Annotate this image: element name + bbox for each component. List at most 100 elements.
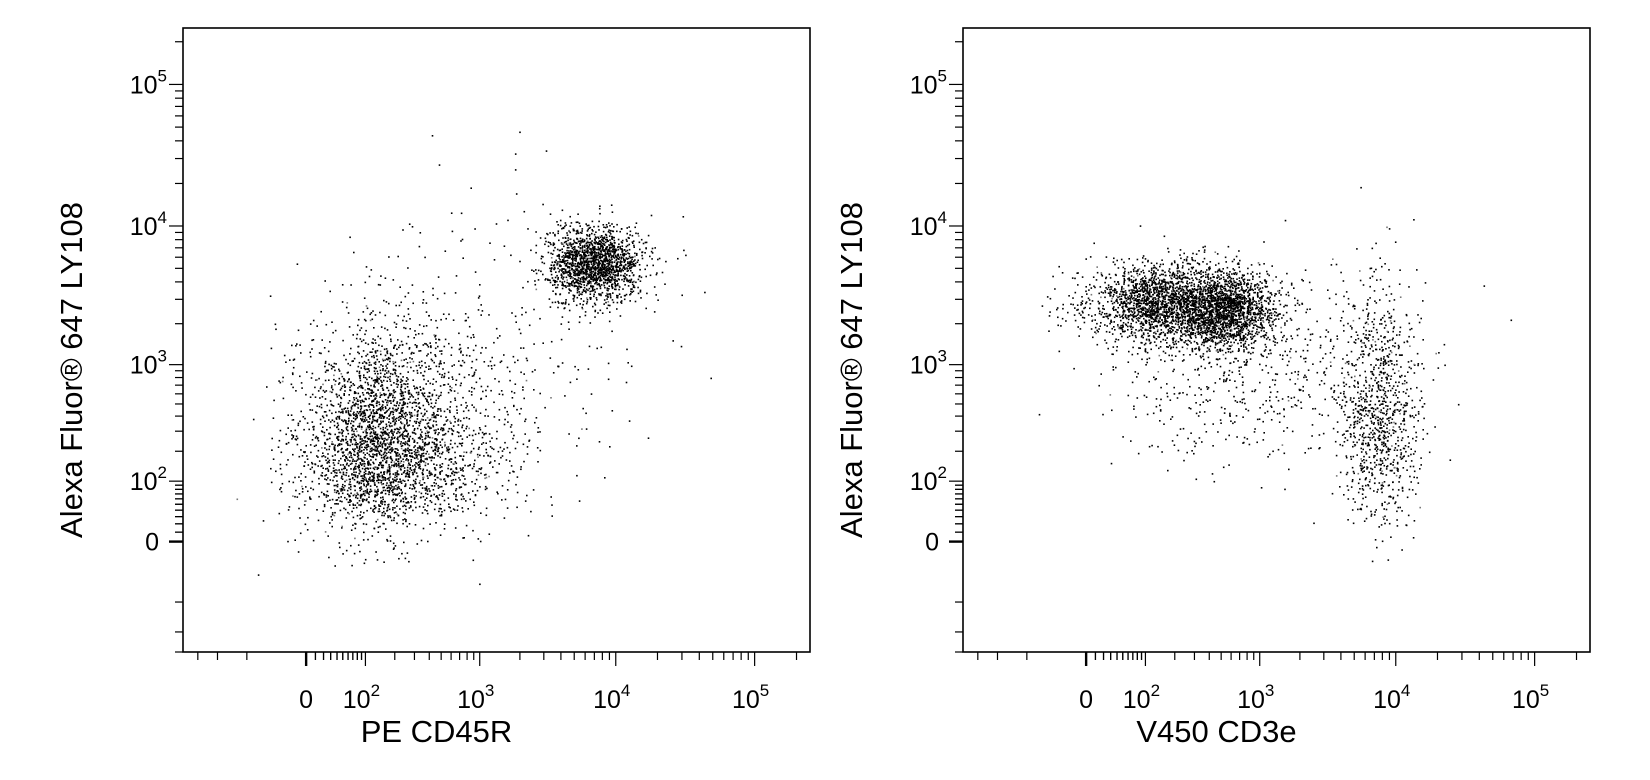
event-dot (378, 510, 381, 513)
event-dot (635, 222, 638, 224)
event-dot (372, 428, 374, 430)
event-dot (349, 504, 351, 506)
event-dot (620, 301, 622, 303)
event-dot (359, 437, 362, 440)
event-dot (576, 253, 578, 256)
event-dot (380, 353, 382, 356)
event-dot (472, 429, 475, 432)
event-dot (393, 389, 395, 391)
event-dot (385, 423, 388, 426)
event-dot (404, 327, 407, 330)
event-dot (346, 380, 349, 383)
event-dot (588, 241, 590, 244)
event-dot (378, 423, 380, 426)
event-dot (590, 297, 592, 299)
event-dot (389, 425, 391, 428)
event-dot (473, 373, 476, 375)
event-dot (345, 442, 348, 444)
event-dot (480, 468, 482, 471)
event-dot (525, 379, 528, 382)
event-dot (507, 479, 510, 482)
event-dot (374, 352, 377, 354)
event-dot (601, 249, 603, 251)
event-dot (371, 450, 373, 452)
event-dot (441, 492, 443, 495)
event-dot (498, 419, 501, 421)
event-dot (470, 452, 472, 454)
event-dot (343, 354, 345, 357)
event-dot (332, 470, 335, 472)
event-dot (471, 481, 473, 483)
event-dot (609, 233, 612, 235)
event-dot (358, 425, 361, 427)
event-dot (373, 527, 375, 530)
event-dot (306, 458, 309, 460)
event-dot (359, 375, 361, 378)
event-dot (585, 269, 588, 271)
event-dot (280, 487, 282, 489)
event-dot (551, 253, 554, 255)
event-dot (593, 256, 595, 258)
event-dot (345, 517, 348, 519)
event-dot (357, 449, 360, 452)
event-dot (419, 447, 422, 449)
event-dot (436, 326, 439, 329)
event-dot (439, 394, 442, 397)
event-dot (381, 491, 383, 493)
event-dot (353, 430, 355, 433)
event-dot (311, 461, 313, 464)
event-dot (365, 430, 367, 433)
event-dot (354, 522, 356, 525)
event-dot (389, 352, 392, 355)
event-dot (559, 264, 561, 266)
event-dot (558, 249, 561, 252)
event-dot (406, 402, 409, 405)
event-dot (453, 471, 456, 474)
event-dot (396, 386, 399, 388)
event-dot (374, 490, 377, 493)
event-dot (381, 387, 384, 390)
event-dot (297, 424, 300, 427)
event-dot (341, 429, 343, 431)
event-dot (661, 271, 664, 274)
event-dot (346, 469, 348, 471)
event-dot (601, 265, 603, 267)
event-dot (427, 540, 429, 543)
event-dot (415, 402, 417, 404)
event-dot (629, 293, 631, 296)
event-dot (557, 230, 560, 232)
event-dot (589, 271, 592, 274)
event-dot (388, 394, 391, 397)
event-dot (554, 281, 556, 283)
event-dot (589, 257, 591, 260)
event-dot (341, 431, 344, 434)
event-dot (428, 395, 431, 398)
event-dot (311, 409, 314, 411)
event-dot (369, 414, 372, 417)
event-dot (595, 275, 597, 277)
event-dot (579, 237, 582, 240)
event-dot (583, 251, 585, 254)
event-dot (381, 503, 384, 505)
event-dot (383, 507, 385, 510)
event-dot (362, 420, 365, 423)
event-dot (604, 255, 607, 257)
event-dot (395, 383, 398, 385)
event-dot (570, 282, 573, 285)
event-dot (402, 458, 404, 460)
event-dot (376, 358, 379, 361)
event-dot (381, 431, 383, 434)
event-dot (365, 444, 368, 447)
event-dot (402, 412, 404, 414)
event-dot (350, 452, 352, 455)
event-dot (591, 220, 594, 223)
event-dot (439, 514, 441, 517)
event-dot (456, 445, 459, 448)
event-dot (611, 278, 613, 280)
event-dot (564, 253, 567, 256)
event-dot (368, 406, 370, 408)
event-dot (480, 352, 482, 354)
event-dot (560, 242, 563, 244)
event-dot (447, 497, 450, 499)
event-dot (406, 413, 408, 416)
